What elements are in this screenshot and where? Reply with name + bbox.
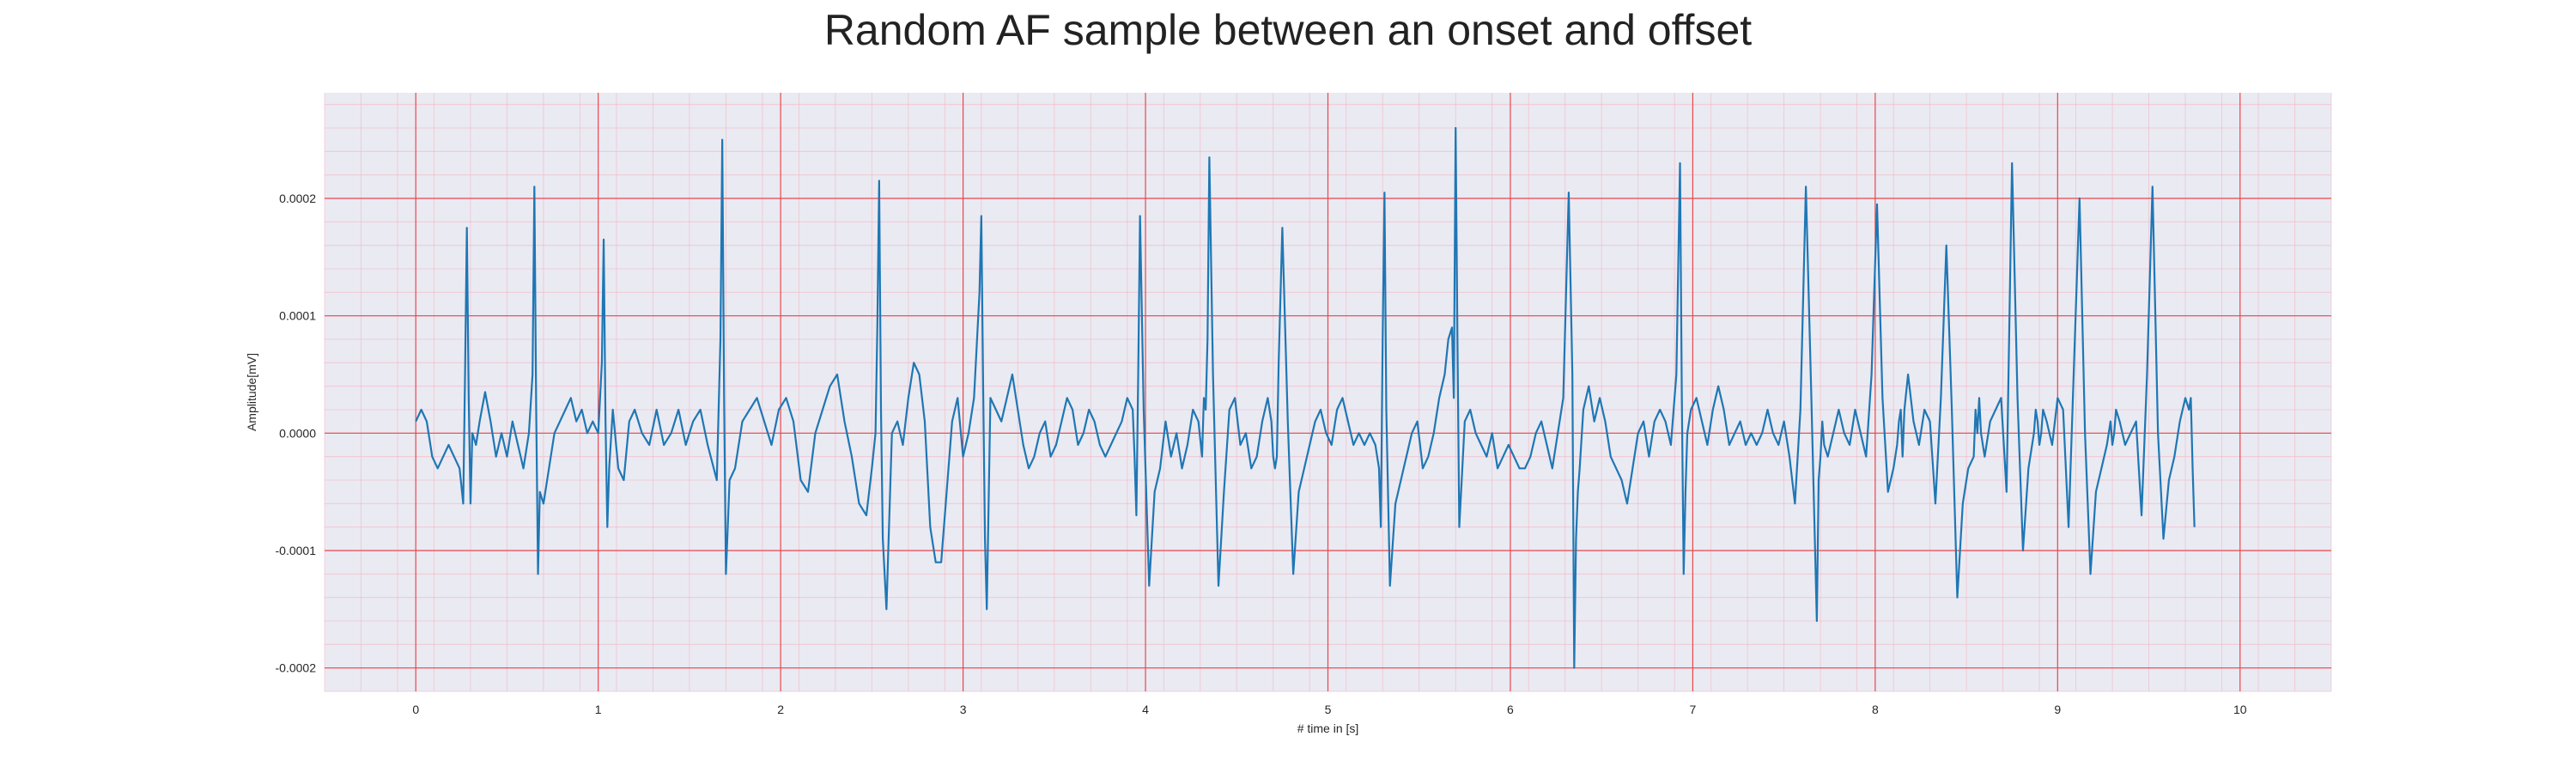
- x-tick-label: 1: [595, 703, 602, 716]
- y-axis-label: Amplitude[mV]: [245, 353, 258, 431]
- x-axis-label: # time in [s]: [1297, 721, 1359, 735]
- y-tick-label: -0.0001: [276, 544, 317, 557]
- series-line-ecg: [415, 126, 2196, 669]
- y-tick-label: -0.0002: [276, 661, 317, 675]
- x-tick-label: 5: [1325, 703, 1332, 716]
- x-tick-label: 2: [777, 703, 784, 716]
- x-tick-label: 10: [2233, 703, 2247, 716]
- x-tick-label: 0: [412, 703, 419, 716]
- chart-title: Random AF sample between an onset and of…: [823, 6, 1753, 54]
- series-layer: [415, 126, 2196, 669]
- x-tick-label: 8: [1872, 703, 1879, 716]
- y-tick-labels: -0.0002 -0.0001 0.0000 0.0001 0.0002: [276, 192, 317, 675]
- y-tick-label: 0.0000: [279, 426, 316, 440]
- x-tick-label: 4: [1142, 703, 1149, 716]
- x-tick-label: 6: [1507, 703, 1514, 716]
- x-tick-label: 9: [2054, 703, 2061, 716]
- x-tick-label: 3: [960, 703, 967, 716]
- major-gridlines: [325, 93, 2331, 691]
- x-tick-labels: 0 1 2 3 4 5 6 7 8 9 10: [412, 703, 2246, 716]
- x-tick-label: 7: [1690, 703, 1697, 716]
- y-tick-label: 0.0002: [279, 192, 316, 205]
- y-tick-label: 0.0001: [279, 309, 316, 323]
